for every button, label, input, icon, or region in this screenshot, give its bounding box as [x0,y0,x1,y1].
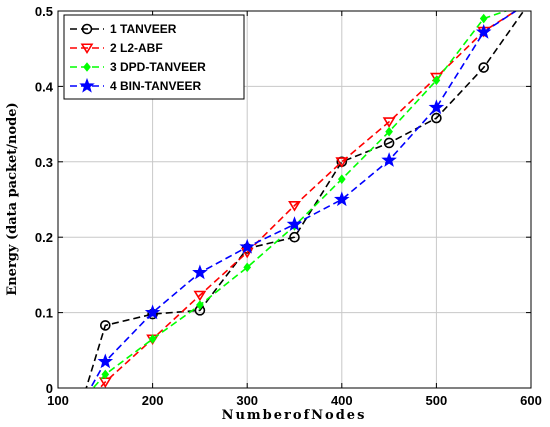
x-axis-label: NumberofNodes [222,408,367,423]
series-4 [89,11,518,388]
data-point [431,112,442,124]
series-line [85,11,525,388]
data-point [192,264,208,280]
data-point [288,200,301,212]
data-point [334,191,350,207]
legend-label: 1 TANVEER [110,22,177,36]
legend-marker [83,62,91,72]
x-tick-label: 200 [142,393,164,408]
y-tick-label: 0.4 [35,79,54,94]
plot-frame [57,10,532,389]
y-tick-label: 0.3 [35,155,53,170]
legend-entry: 4 BIN-TANVEER [70,77,201,93]
data-point [97,353,114,369]
data-point [382,117,396,128]
y-tick-label: 0.2 [35,230,53,245]
x-tick-label: 500 [426,393,448,408]
legend-entry: 3 DPD-TANVEER [70,60,206,74]
data-point [381,152,397,167]
data-point [243,262,252,273]
data-point [432,75,441,86]
data-point [100,320,111,331]
data-point [286,216,303,231]
y-axis-label: Energy (data packet/node) [5,102,20,295]
data-point [239,238,255,254]
data-point [101,369,110,380]
y-tick-label: 0.5 [35,4,53,19]
x-tick-label: 100 [47,393,69,408]
data-point [196,300,204,310]
data-point [337,174,346,184]
legend-entry: 1 TANVEER [70,22,177,36]
legend-entry: 2 L2-ABF [70,41,163,55]
data-point [479,13,488,24]
legend: 1 TANVEER 2 L2-ABF 3 DPD-TANVEER 4 BIN-TANV… [63,14,245,100]
y-tick-label: 0.1 [35,306,53,321]
data-point [335,157,349,168]
x-tick-label: 600 [520,393,542,408]
legend-label: 3 DPD-TANVEER [110,60,206,74]
x-tick-label: 300 [236,393,258,408]
data-point [385,126,393,137]
legend-marker [79,77,95,93]
legend-label: 4 BIN-TANVEER [110,79,201,93]
y-tick-label: 0 [46,381,53,396]
data-point [148,334,157,344]
legend-marker [80,43,94,55]
data-point [475,23,492,39]
axis-ticks: 100 200 300 400 500 600 0 0.1 0.2 0.3 0.4 0.5 [35,4,542,408]
series-layer [85,11,525,388]
data-point [478,62,490,73]
data-point [193,290,207,302]
data-point [383,137,395,149]
x-tick-label: 400 [331,393,353,408]
legend-marker [81,23,93,35]
legend-label: 2 L2-ABF [110,41,163,55]
data-point [428,99,445,115]
data-point [289,231,300,243]
series-line [98,11,518,388]
data-point [144,304,161,320]
